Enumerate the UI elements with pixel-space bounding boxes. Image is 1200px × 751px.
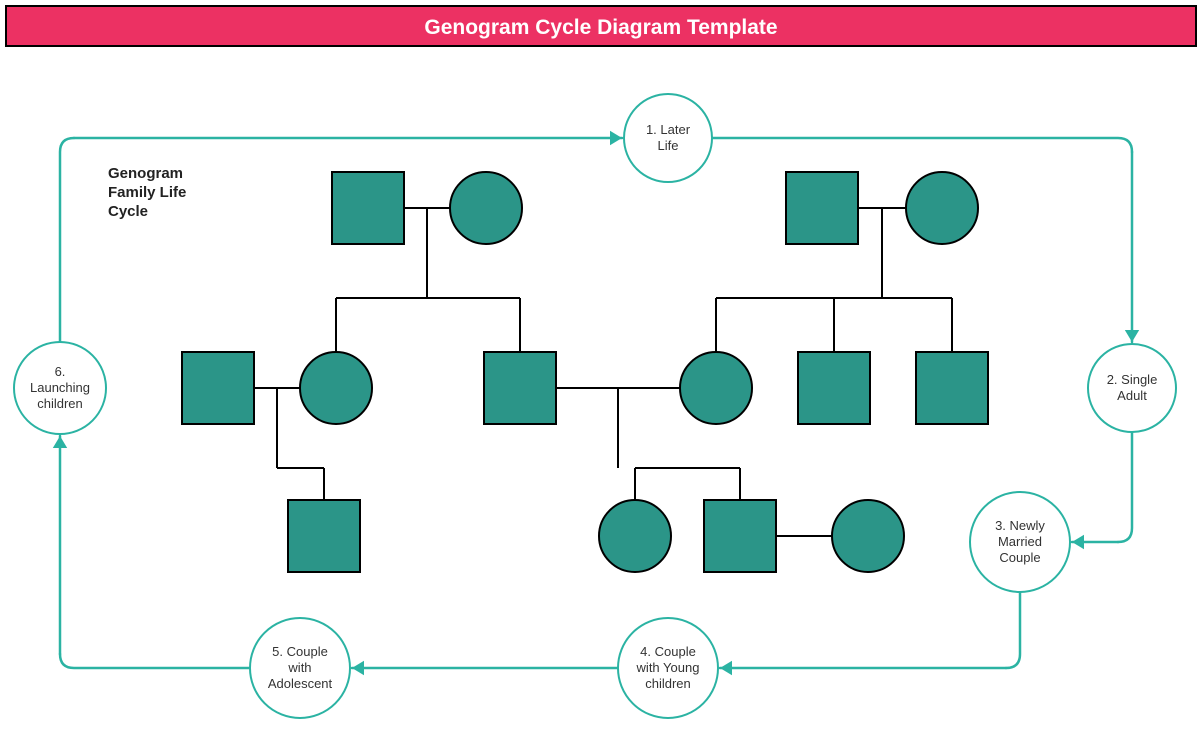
page-root: Genogram Cycle Diagram Template Genogram… — [0, 0, 1200, 751]
diagram-canvas — [0, 0, 1200, 751]
family-shapes — [182, 172, 988, 572]
